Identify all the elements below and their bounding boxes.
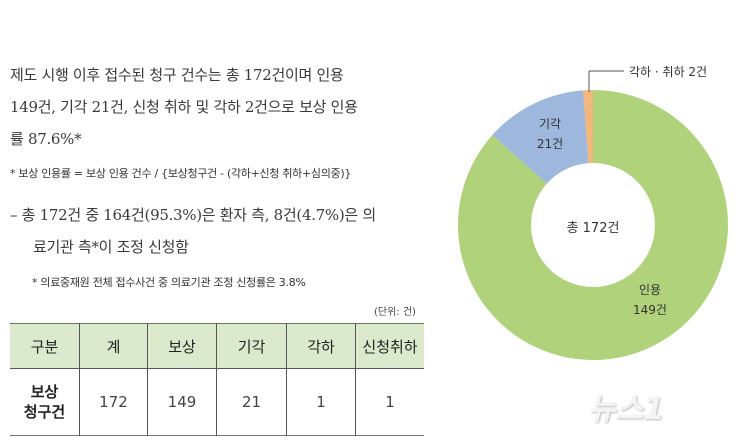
dash-marker: – <box>10 206 18 224</box>
row-label-line-2: 청구건 <box>23 403 66 421</box>
slice-label-accepted-name: 인용 <box>638 283 662 297</box>
table-header-row: 구분 계 보상 기각 각하 신청취하 <box>10 323 424 369</box>
table-row: 보상 청구건 172 149 21 1 1 <box>10 368 424 436</box>
slice-label-rejected: 기각 21건 <box>520 114 580 154</box>
slice-accepted <box>457 90 728 360</box>
summary-footnote: * 보상 인용률 = 보상 인용 건수 / {보상청구건 - (각하+신청 취하… <box>10 167 352 180</box>
summary-line-2: 149건, 기각 21건, 신청 취하 및 각하 2건으로 보상 인용 <box>10 98 358 116</box>
header-total: 계 <box>79 323 148 369</box>
slice-rejected <box>492 90 589 184</box>
detail-line-1: – 총 172건 중 164건(95.3%)은 환자 측, 8건(4.7%)은 … <box>10 204 376 225</box>
slice-label-accepted-value: 149건 <box>633 303 667 317</box>
cell-total: 172 <box>79 368 148 436</box>
slice-label-dismissed-withdrawn: 각하 · 취하 2건 <box>629 65 708 79</box>
summary-line-3: 률 87.6%* <box>10 130 82 148</box>
donut-center-label: 총 172건 <box>566 221 620 236</box>
detail-footnote: * 의료중재원 전체 접수사건 중 의료기관 조정 신청률은 3.8% <box>32 276 306 289</box>
table-unit: (단위: 건) <box>374 307 416 318</box>
cell-rejected: 21 <box>216 368 287 436</box>
row-label-line-1: 보상 <box>30 383 59 401</box>
slice-label-rejected-value: 21건 <box>536 137 564 151</box>
row-label: 보상 청구건 <box>10 368 80 436</box>
claims-table: 구분 계 보상 기각 각하 신청취하 보상 청구건 172 149 21 1 1 <box>10 323 424 436</box>
detail-line-1-text: 총 172건 중 164건(95.3%)은 환자 측, 8건(4.7%)은 의 <box>21 206 377 224</box>
summary-line-1: 제도 시행 이후 접수된 청구 건수는 총 172건이며 인용 <box>10 66 344 84</box>
header-withdrawn: 신청취하 <box>355 323 424 369</box>
header-compensation: 보상 <box>147 323 217 369</box>
detail-line-2: 료기관 측*이 조정 신청함 <box>33 238 189 256</box>
slice-label-rejected-name: 기각 <box>538 117 562 131</box>
slice-label-accepted: 인용 149건 <box>620 280 680 320</box>
cell-dismissed: 1 <box>286 368 356 436</box>
header-category: 구분 <box>10 323 80 369</box>
cell-compensation: 149 <box>147 368 217 436</box>
cell-withdrawn: 1 <box>355 368 424 436</box>
header-dismissed: 각하 <box>286 323 356 369</box>
donut-slices <box>457 90 728 360</box>
news1-watermark-logo: 뉴스1 <box>588 392 665 427</box>
slice-dismissed-withdrawn <box>583 90 593 164</box>
